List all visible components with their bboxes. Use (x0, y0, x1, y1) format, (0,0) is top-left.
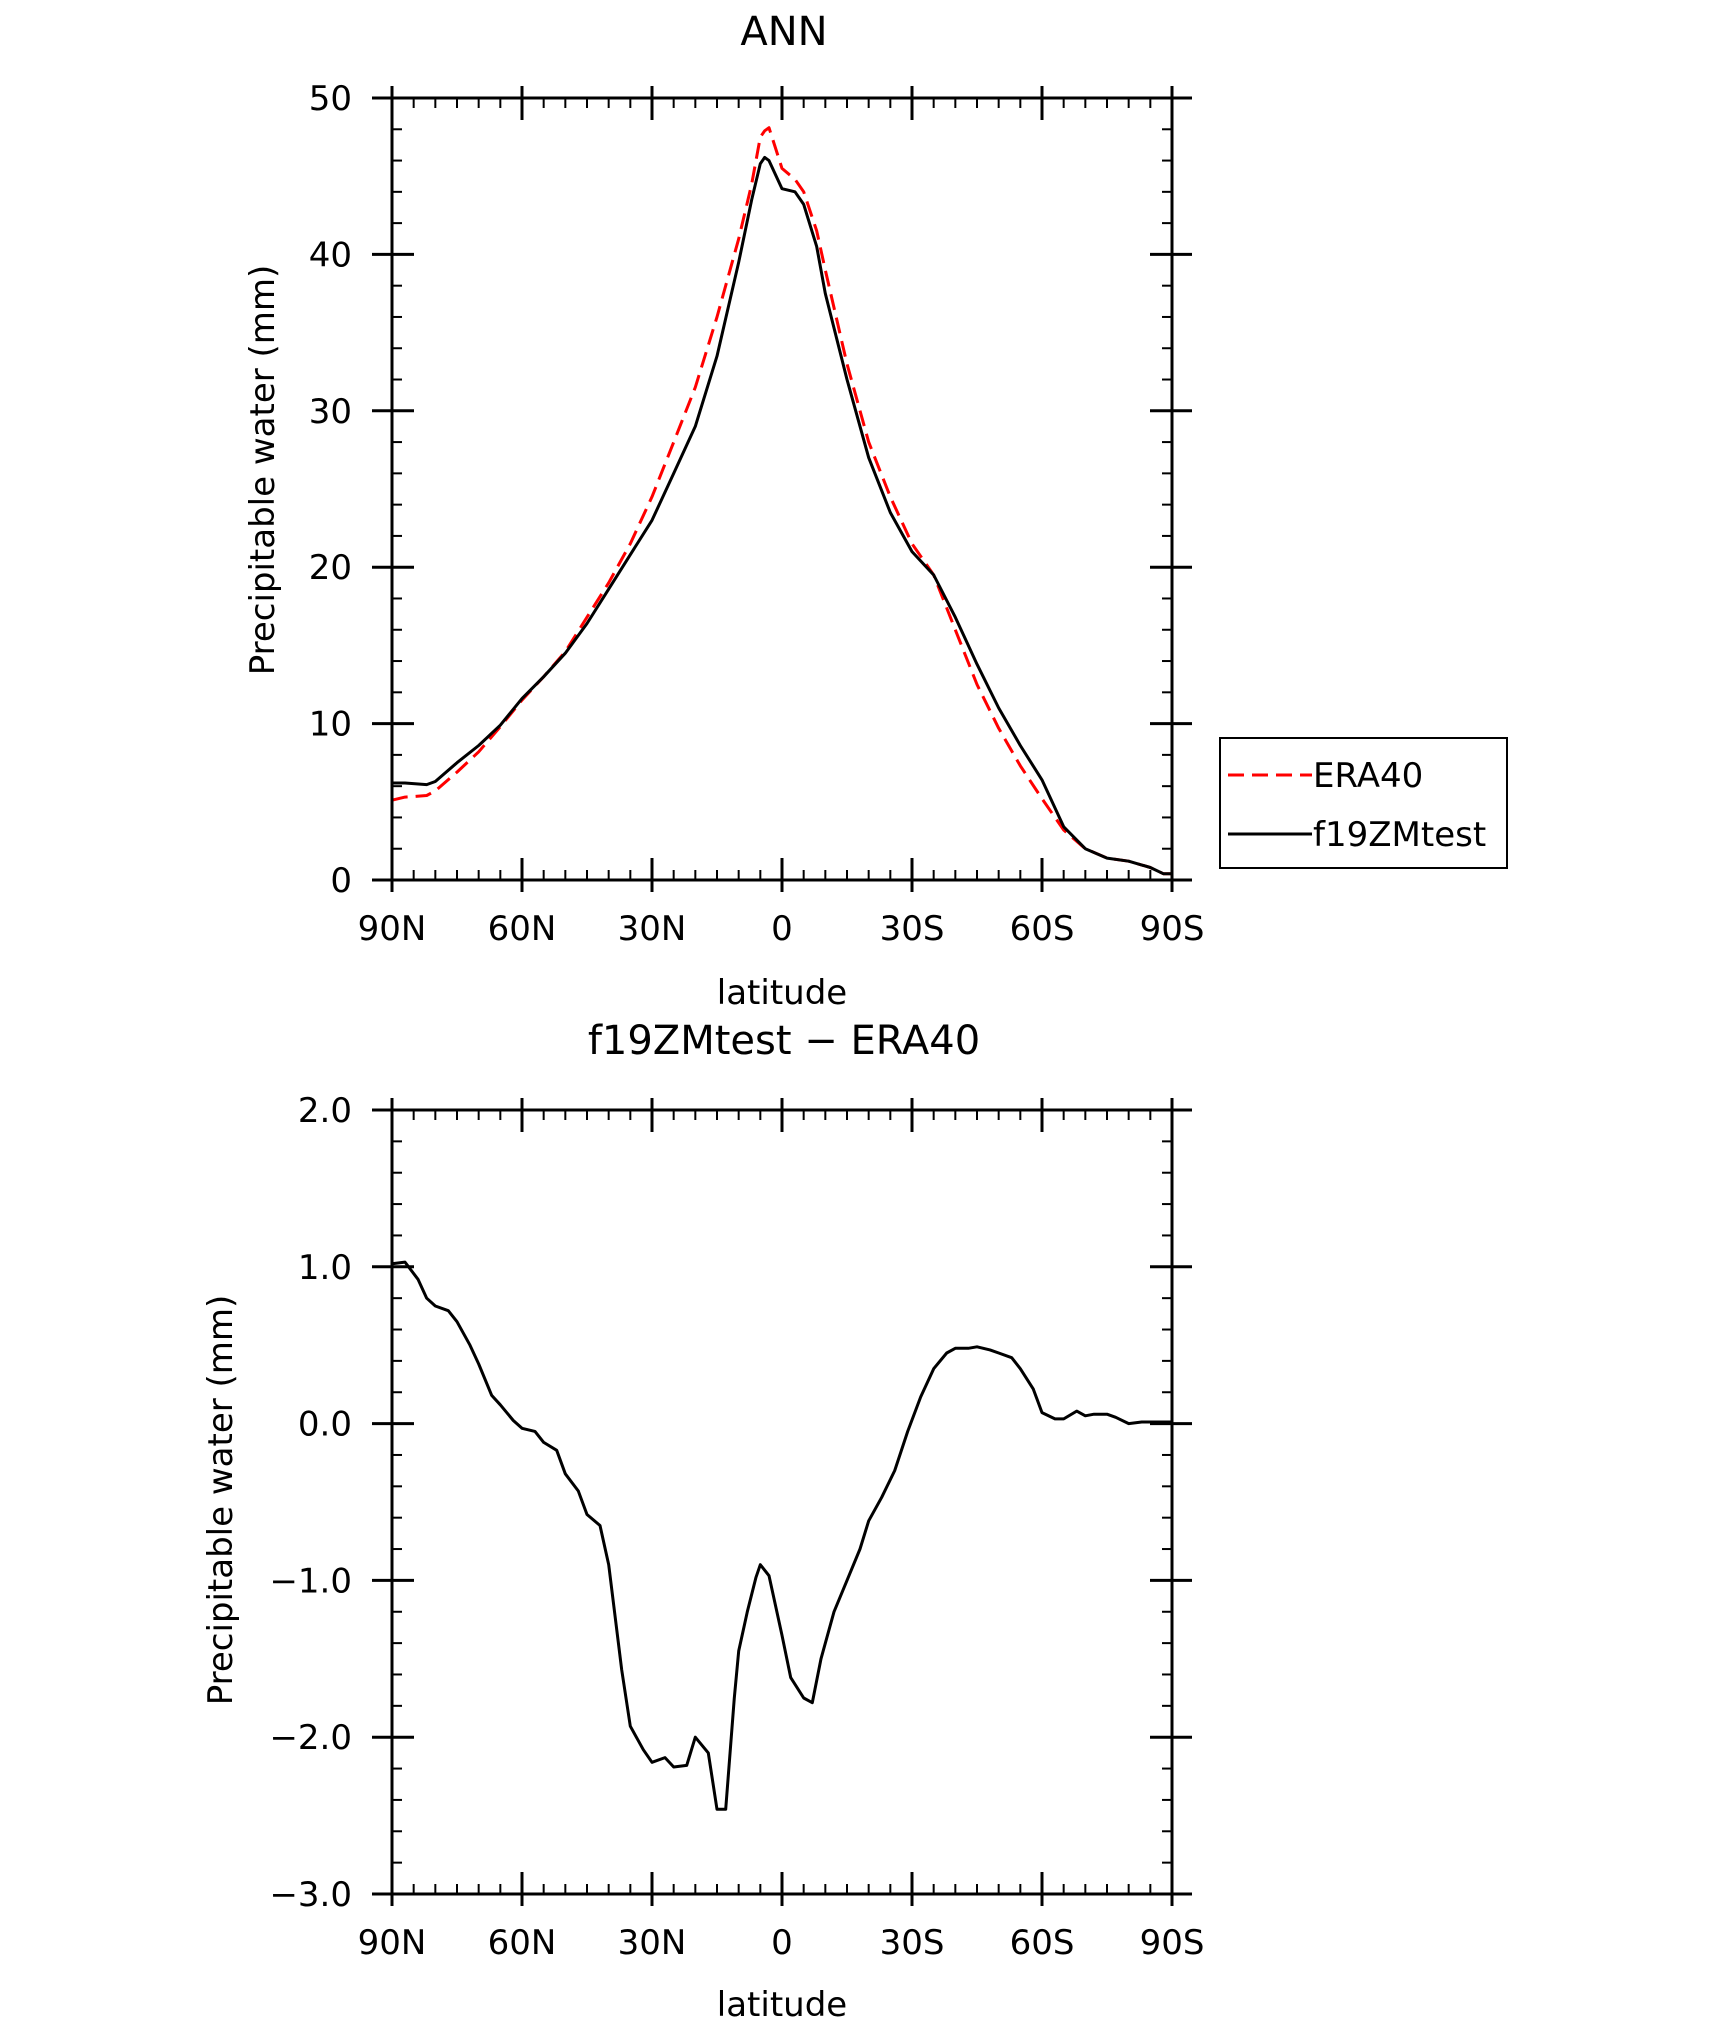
x-tick-label: 30S (880, 1923, 945, 1963)
x-axis-label: latitude (717, 1985, 847, 2021)
y-tick-label: 1.0 (298, 1248, 352, 1288)
y-axis-label: Precipitable water (mm) (243, 265, 283, 676)
x-tick-label: 0 (771, 1923, 793, 1963)
y-tick-label: 10 (309, 705, 352, 745)
legend-label-f19zmtest: f19ZMtest (1313, 815, 1486, 855)
minor-ticks (391, 97, 1173, 881)
x-tick-label: 90S (1140, 909, 1205, 949)
y-axis: 0 10 20 30 40 50 (309, 79, 1192, 901)
y-axis-label: Precipitable water (mm) (201, 1295, 241, 1706)
panel-annual: ANN 0 10 20 30 40 50 90N 60N 30N 0 30S 60S 90S lati… (243, 9, 1508, 1013)
y-tick-label: 40 (309, 235, 352, 275)
y-axis: 2.0 1.0 0.0 −1.0 −2.0 −3.0 (269, 1091, 1192, 1915)
y-tick-label: 20 (309, 548, 352, 588)
y-tick-label: 0 (330, 861, 352, 901)
legend-label-era40: ERA40 (1313, 756, 1423, 796)
x-tick-label: 90S (1140, 1923, 1205, 1963)
legend-box (1219, 737, 1508, 869)
x-tick-label: 90N (358, 909, 427, 949)
x-axis: 90N 60N 30N 0 30S 60S 90S (358, 1098, 1205, 1963)
y-tick-label: −3.0 (269, 1875, 352, 1915)
series-lines (391, 126, 1172, 876)
x-tick-label: 60S (1010, 909, 1075, 949)
series-line-era40 (391, 126, 1172, 876)
chart-title: f19ZMtest − ERA40 (588, 1018, 980, 1064)
x-tick-label: 60S (1010, 1923, 1075, 1963)
x-tick-label: 0 (771, 909, 793, 949)
y-tick-label: 0.0 (298, 1405, 352, 1445)
legend: ERA40 f19ZMtest (1219, 737, 1508, 869)
plot-frame (390, 96, 1174, 882)
y-tick-label: 30 (309, 392, 352, 432)
chart-title: ANN (740, 9, 827, 55)
minor-ticks (391, 1109, 1173, 1895)
y-tick-label: −1.0 (269, 1561, 352, 1601)
y-tick-label: 2.0 (298, 1091, 352, 1131)
y-tick-label: −2.0 (269, 1718, 352, 1758)
x-axis: 90N 60N 30N 0 30S 60S 90S (358, 86, 1205, 949)
x-tick-label: 30S (880, 909, 945, 949)
x-tick-label: 30N (618, 909, 687, 949)
x-tick-label: 30N (618, 1923, 687, 1963)
series-line-f19zmtest (392, 155, 1172, 876)
y-tick-label: 50 (309, 79, 352, 119)
panel-difference: f19ZMtest − ERA40 2.01.00.0−1.0−2.0−3.0 … (201, 1018, 1204, 2021)
plot-frame (390, 1108, 1174, 1896)
series-line-difference (391, 1260, 1172, 1811)
x-axis-label: latitude (717, 973, 847, 1013)
x-tick-label: 60N (488, 909, 557, 949)
x-tick-label: 60N (488, 1923, 557, 1963)
x-tick-label: 90N (358, 1923, 427, 1963)
series-lines (391, 1260, 1172, 1811)
